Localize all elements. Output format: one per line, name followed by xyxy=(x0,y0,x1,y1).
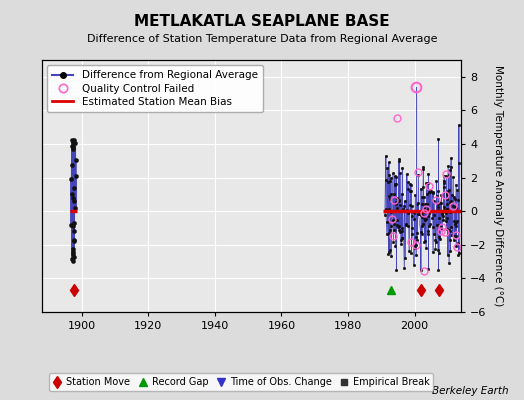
Y-axis label: Monthly Temperature Anomaly Difference (°C): Monthly Temperature Anomaly Difference (… xyxy=(493,65,504,307)
Text: METLAKATLA SEAPLANE BASE: METLAKATLA SEAPLANE BASE xyxy=(134,14,390,29)
Legend: Station Move, Record Gap, Time of Obs. Change, Empirical Break: Station Move, Record Gap, Time of Obs. C… xyxy=(49,373,433,391)
Text: Difference of Station Temperature Data from Regional Average: Difference of Station Temperature Data f… xyxy=(87,34,437,44)
Text: Berkeley Earth: Berkeley Earth xyxy=(432,386,508,396)
Legend: Difference from Regional Average, Quality Control Failed, Estimated Station Mean: Difference from Regional Average, Qualit… xyxy=(47,65,263,112)
